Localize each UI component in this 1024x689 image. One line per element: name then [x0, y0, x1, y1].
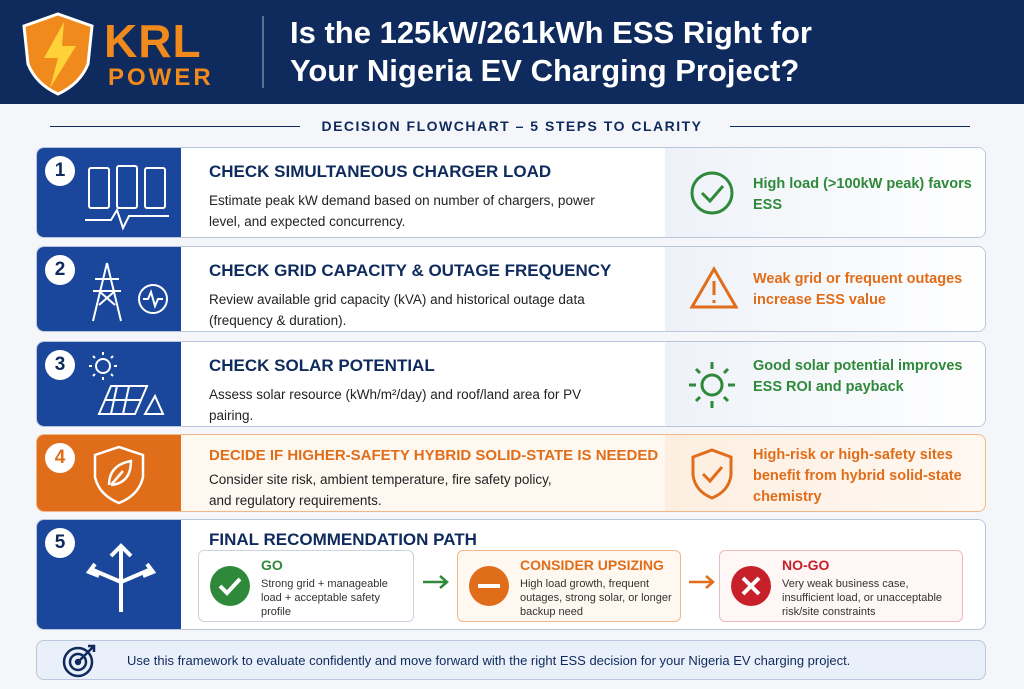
option-title: GO	[261, 557, 283, 573]
step-row: 4 DECIDE IF HIGHER-SAFETY HYBRID SOLID-S…	[36, 434, 986, 512]
footer: Use this framework to evaluate confident…	[36, 640, 986, 680]
divider	[262, 16, 264, 88]
step-description: Review available grid capacity (kVA) and…	[209, 292, 585, 328]
step-panel: 4	[37, 435, 181, 511]
upsize-icon	[469, 566, 509, 606]
step-panel: 3	[37, 342, 181, 426]
shield-check-icon	[691, 448, 733, 500]
step-title: CHECK GRID CAPACITY & OUTAGE FREQUENCY	[209, 261, 612, 280]
option-card: GO Strong grid + manageable load + accep…	[198, 550, 414, 622]
step-number: 2	[45, 255, 75, 285]
step-number: 3	[45, 350, 75, 380]
step-number: 1	[45, 156, 75, 186]
outcome-text: High-risk or high-safety sites benefit f…	[753, 447, 962, 505]
logo-shield	[22, 12, 94, 96]
title-line: Your Nigeria EV Charging Project?	[290, 53, 800, 88]
logo-text: KRL	[104, 15, 202, 67]
step-panel: 2	[37, 247, 181, 331]
step-description: Consider site risk, ambient temperature,…	[209, 472, 552, 508]
outcome-text: High load (>100kW peak) favors ESS	[753, 176, 972, 213]
outcome: Good solar potential improves ESS ROI an…	[665, 342, 985, 426]
footer-text: Use this framework to evaluate confident…	[127, 653, 851, 668]
step-row: 2 CHECK GRID CAPACITY & OUTAGE FREQUENCY…	[36, 246, 986, 332]
step-title: FINAL RECOMMENDATION PATH	[209, 530, 477, 549]
option-text: High load growth, frequent outages, stro…	[520, 578, 672, 618]
step-number: 4	[45, 443, 75, 473]
option-card: NO-GO Very weak business case, insuffici…	[719, 550, 963, 622]
header: KRL POWER Is the 125kW/261kWh ESS Right …	[0, 0, 1024, 104]
logo-text: POWER	[108, 64, 214, 91]
no-go-icon	[731, 566, 771, 606]
grid-icon	[92, 262, 168, 322]
step-title: CHECK SOLAR POTENTIAL	[209, 356, 435, 375]
outcome-text: Weak grid or frequent outages increase E…	[753, 271, 963, 308]
rule	[50, 126, 300, 127]
direction-icon	[85, 543, 157, 612]
title: Is the 125kW/261kWh ESS Right for Your N…	[290, 14, 812, 90]
outcome: High load (>100kW peak) favors ESS	[665, 148, 985, 237]
option-text: Very weak business case, insufficient lo…	[782, 578, 943, 618]
go-icon	[210, 566, 250, 606]
arrow	[423, 575, 449, 589]
subtitle: DECISION FLOWCHART – 5 STEPS TO CLARITY	[321, 118, 703, 134]
option-card: CONSIDER UPSIZING High load growth, freq…	[457, 550, 681, 622]
step-row: 1 CHECK SIMULTANEOUS CHARGER LOAD Estima…	[36, 147, 986, 238]
solar-icon	[89, 352, 165, 415]
outcome-text: Good solar potential improves ESS ROI an…	[753, 358, 963, 395]
step-description: Estimate peak kW demand based on number …	[209, 193, 595, 229]
step-panel: 5	[37, 520, 181, 629]
step-panel: 1	[37, 148, 181, 237]
shield-icon	[93, 445, 145, 505]
step-row: 3 CHECK SOLAR POTENTIAL Assess solar res…	[36, 341, 986, 427]
step-number: 5	[45, 528, 75, 558]
title-line: Is the 125kW/261kWh ESS Right for	[290, 15, 812, 50]
outcome: High-risk or high-safety sites benefit f…	[665, 435, 985, 511]
target-icon	[62, 644, 96, 678]
warning-icon	[689, 266, 739, 309]
check-icon	[690, 171, 734, 215]
option-text: Strong grid + manageable load + acceptab…	[261, 578, 388, 618]
step-title: DECIDE IF HIGHER-SAFETY HYBRID SOLID-STA…	[209, 447, 659, 464]
charger-icon	[85, 165, 169, 231]
rule	[730, 126, 970, 127]
sun-icon	[689, 362, 735, 408]
step-title: CHECK SIMULTANEOUS CHARGER LOAD	[209, 162, 552, 181]
option-title: NO-GO	[782, 557, 830, 573]
outcome: Weak grid or frequent outages increase E…	[665, 247, 985, 331]
option-title: CONSIDER UPSIZING	[520, 557, 664, 573]
step-row: 5 FINAL RECOMMENDATION PATH GO Strong gr…	[36, 519, 986, 630]
arrow	[689, 575, 715, 589]
step-description: Assess solar resource (kWh/m²/day) and r…	[209, 387, 582, 423]
